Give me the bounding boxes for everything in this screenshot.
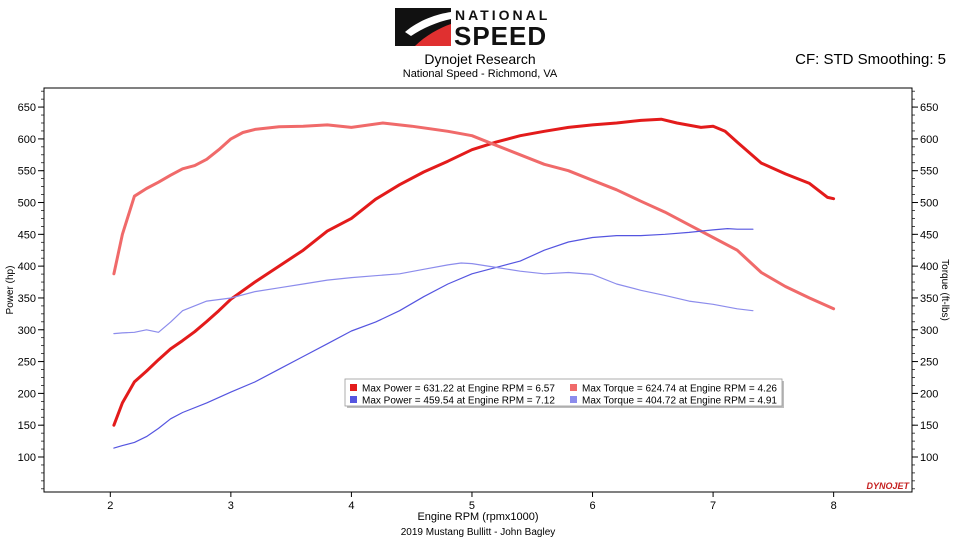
y-tick-label-left: 250 <box>18 357 36 369</box>
legend-label-torque-after: Max Torque = 624.74 at Engine RPM = 4.26 <box>582 384 777 395</box>
axis-ticks: 2 3 4 5 6 7 8 100 100 150 150 200 200 250 250 300 300 350… <box>18 90 938 512</box>
legend-swatch-torque-before <box>570 396 577 403</box>
y-tick-label-left: 550 <box>18 166 36 178</box>
national-speed-logo: NATIONAL SPEED <box>395 7 550 46</box>
legend-label-power-after: Max Power = 631.22 at Engine RPM = 6.57 <box>362 384 555 395</box>
logo-top-text: NATIONAL <box>455 7 550 23</box>
logo-mark-icon <box>395 8 451 46</box>
y-tick-label-right: 550 <box>920 166 938 178</box>
y-tick-label-right: 300 <box>920 325 938 337</box>
y-tick-label-left: 450 <box>18 229 36 241</box>
y-axis-label-right: Torque (ft-lbs) <box>939 259 950 321</box>
vehicle-footer: 2019 Mustang Bullitt - John Bagley <box>400 527 556 538</box>
y-tick-label-right: 250 <box>920 357 938 369</box>
y-tick-label-right: 200 <box>920 388 938 400</box>
x-tick-label: 2 <box>107 500 113 512</box>
y-tick-label-left: 650 <box>18 102 36 114</box>
y-tick-label-right: 600 <box>920 134 938 146</box>
chart-series <box>112 117 836 449</box>
series-line-torque-before <box>113 262 754 335</box>
logo-bottom-text: SPEED <box>454 21 547 46</box>
legend-box <box>344 378 783 407</box>
y-tick-label-left: 500 <box>18 198 36 210</box>
legend-swatch-power-after <box>350 384 357 391</box>
y-axis-label-left: Power (hp) <box>5 266 16 315</box>
series-line-power-before <box>113 228 754 449</box>
y-tick-label-left: 600 <box>18 134 36 146</box>
y-tick-label-right: 350 <box>920 293 938 305</box>
legend-swatch-power-before <box>350 396 357 403</box>
legend-swatch-torque-after <box>570 384 577 391</box>
chart-subtitle: National Speed - Richmond, VA <box>402 68 558 80</box>
x-tick-label: 8 <box>831 500 837 512</box>
y-tick-label-left: 400 <box>18 261 36 273</box>
y-tick-label-right: 100 <box>920 452 938 464</box>
y-tick-label-left: 150 <box>18 420 36 432</box>
legend-label-power-before: Max Power = 459.54 at Engine RPM = 7.12 <box>362 396 555 407</box>
x-tick-label: 7 <box>710 500 716 512</box>
y-tick-label-right: 500 <box>920 198 938 210</box>
plot-area <box>43 87 913 493</box>
x-tick-label: 3 <box>228 500 234 512</box>
y-tick-label-left: 200 <box>18 388 36 400</box>
x-axis-label: Engine RPM (rpmx1000) <box>417 511 539 523</box>
y-tick-label-right: 150 <box>920 420 938 432</box>
x-tick-label: 6 <box>589 500 595 512</box>
series-line-torque-after <box>112 121 836 311</box>
chart-title: Dynojet Research <box>424 51 536 67</box>
plot-frame <box>43 87 913 493</box>
y-tick-label-right: 450 <box>920 229 938 241</box>
y-tick-label-left: 300 <box>18 325 36 337</box>
x-tick-label: 4 <box>348 500 354 512</box>
y-tick-label-right: 400 <box>920 261 938 273</box>
dynojet-watermark: DYNOJET <box>866 481 910 491</box>
correction-factor-label: CF: STD Smoothing: 5 <box>795 51 946 68</box>
y-tick-label-left: 100 <box>18 452 36 464</box>
chart-legend: Max Power = 631.22 at Engine RPM = 6.57 M… <box>344 378 784 408</box>
legend-label-torque-before: Max Torque = 404.72 at Engine RPM = 4.91 <box>582 396 777 407</box>
series-line-power-after <box>112 117 836 427</box>
y-tick-label-right: 650 <box>920 102 938 114</box>
y-tick-label-left: 350 <box>18 293 36 305</box>
x-tick-label: 5 <box>469 500 475 512</box>
